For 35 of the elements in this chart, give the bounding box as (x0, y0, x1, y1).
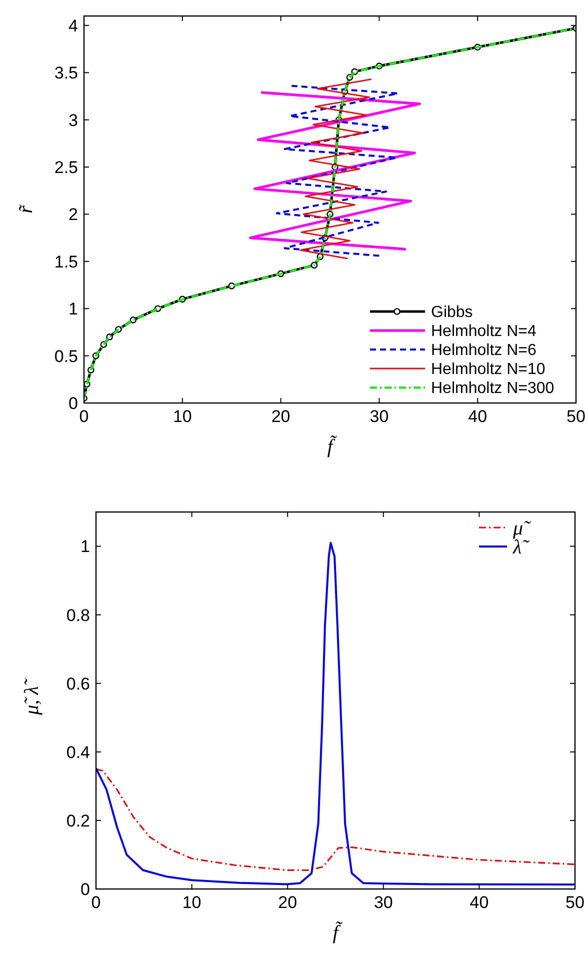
y-tick-label: 1 (68, 300, 78, 319)
y-tick-label: 2.5 (54, 158, 78, 177)
y-tick-label: 4 (68, 16, 78, 36)
y-axis-title: μ̃, λ̃ (21, 678, 43, 716)
y-tick-label: 3 (68, 110, 78, 130)
x-tick-label: 30 (374, 893, 393, 912)
x-tick-label: 50 (566, 893, 584, 912)
legend-label: Helmholtz N=10 (431, 361, 546, 378)
y-tick-label: 0.6 (66, 674, 90, 694)
x-tick-label: 10 (182, 893, 202, 912)
y-tick-label: 0.2 (66, 811, 90, 830)
x-tick-label: 20 (271, 407, 290, 426)
y-tick-label: 0.8 (66, 606, 90, 625)
legend-label: Helmholtz N=4 (431, 323, 536, 340)
y-tick-label: 1.5 (54, 252, 78, 272)
x-tick-label: 40 (470, 893, 489, 912)
y-tick-label: 0.5 (54, 346, 78, 366)
y-tick-label: 1 (80, 537, 90, 556)
x-tick-label: 50 (566, 407, 586, 426)
legend-label: Gibbs (431, 304, 473, 322)
legend-label: Helmholtz N=300 (431, 380, 554, 398)
legend-label: Helmholtz N=6 (431, 342, 536, 360)
x-tick-label: 10 (172, 407, 192, 426)
y-axis-title: r̃ (15, 204, 37, 214)
x-tick-label: 20 (278, 893, 298, 912)
x-tick-label: 40 (468, 407, 488, 426)
x-axis-title: f̃ (332, 920, 343, 944)
y-tick-label: 0.4 (66, 742, 90, 762)
y-tick-label: 0 (80, 880, 90, 899)
y-tick-label: 0 (68, 394, 78, 413)
legend-label: μ̃ (512, 518, 532, 540)
x-tick-label: 30 (370, 407, 389, 426)
y-tick-label: 2 (68, 205, 78, 224)
y-tick-label: 3.5 (54, 64, 78, 83)
x-axis-title: f̃ (327, 434, 338, 458)
